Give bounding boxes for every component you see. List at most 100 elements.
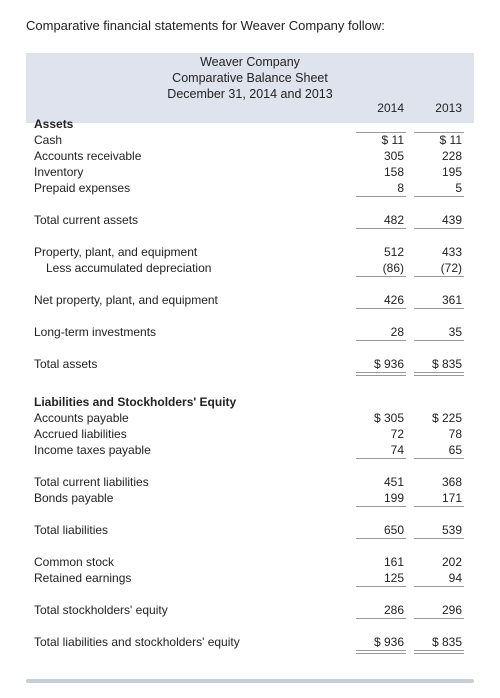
row-total-assets: Total assets $ 936 $ 835 xyxy=(26,356,474,372)
row-liabilities-heading: Liabilities and Stockholders' Equity xyxy=(26,394,474,410)
row-assets-heading: Assets xyxy=(26,116,474,132)
balance-sheet: Weaver Company Comparative Balance Sheet… xyxy=(26,53,474,673)
row-label: Total current assets xyxy=(34,213,139,227)
rule-line xyxy=(356,196,406,197)
row-label: Accounts payable xyxy=(34,411,129,425)
value-2014: 286 xyxy=(383,603,404,617)
company-name: Weaver Company xyxy=(200,55,300,69)
row-label: Liabilities and Stockholders' Equity xyxy=(34,395,237,409)
rule-line xyxy=(356,276,406,277)
value-2014: 125 xyxy=(383,571,404,585)
rule-line xyxy=(356,650,406,651)
row-net-ppe: Net property, plant, and equipment 426 361 xyxy=(26,292,474,308)
rule-line xyxy=(414,228,464,229)
rule-line xyxy=(356,653,406,654)
rule-line xyxy=(414,458,464,459)
statement-title: Comparative Balance Sheet xyxy=(172,71,328,85)
row-label: Income taxes payable xyxy=(34,443,151,457)
value-2013: 433 xyxy=(441,245,462,259)
value-2013: 361 xyxy=(441,293,462,307)
row-total-liabilities: Total liabilities 650 539 xyxy=(26,522,474,538)
row-label: Accrued liabilities xyxy=(34,427,127,441)
rule-line xyxy=(414,196,464,197)
row-income-taxes-payable: Income taxes payable 74 65 xyxy=(26,442,474,458)
rule-line xyxy=(414,340,464,341)
row-inventory: Inventory 158 195 xyxy=(26,164,474,180)
row-label: Bonds payable xyxy=(34,491,114,505)
rule-line xyxy=(414,586,464,587)
row-label: Property, plant, and equipment xyxy=(34,245,198,259)
row-label: Long-term investments xyxy=(34,325,157,339)
row-common-stock: Common stock 161 202 xyxy=(26,554,474,570)
row-label: Less accumulated depreciation xyxy=(46,261,212,275)
value-2013: 202 xyxy=(441,555,462,569)
row-label: Total liabilities and stockholders' equi… xyxy=(34,635,240,649)
value-2014: 8 xyxy=(397,181,404,195)
value-2013: 65 xyxy=(448,443,462,457)
row-label: Common stock xyxy=(34,555,115,569)
value-2014: 305 xyxy=(383,149,404,163)
value-2014: 482 xyxy=(383,213,404,227)
value-2014: 650 xyxy=(383,523,404,537)
value-2014: $ 305 xyxy=(373,411,404,425)
row-label: Cash xyxy=(34,133,63,147)
value-2014: (86) xyxy=(382,261,404,275)
col-header-2014: 2014 xyxy=(377,101,404,115)
rule-line xyxy=(356,372,406,373)
rule-line xyxy=(356,375,406,376)
row-total-liabilities-and-equity: Total liabilities and stockholders' equi… xyxy=(26,634,474,650)
value-2013: 195 xyxy=(441,165,462,179)
row-label: Total stockholders' equity xyxy=(34,603,168,617)
row-label: Total assets xyxy=(34,357,98,371)
statement-date: December 31, 2014 and 2013 xyxy=(167,87,333,101)
rule-line xyxy=(356,618,406,619)
row-total-current-liabilities: Total current liabilities 451 368 xyxy=(26,474,474,490)
row-total-stockholders-equity: Total stockholders' equity 286 296 xyxy=(26,602,474,618)
rule-line xyxy=(356,538,406,539)
rule-line xyxy=(414,375,464,376)
rule-line xyxy=(356,340,406,341)
rule-line xyxy=(356,308,406,309)
value-2013: $ 225 xyxy=(431,411,462,425)
rule-line xyxy=(414,650,464,651)
row-accumulated-depreciation: Less accumulated depreciation (86) (72) xyxy=(26,260,474,276)
value-2013: $ 835 xyxy=(431,357,462,371)
header-band xyxy=(26,53,474,123)
rule-line xyxy=(356,506,406,507)
row-long-term-investments: Long-term investments 28 35 xyxy=(26,324,474,340)
value-2013: 439 xyxy=(441,213,462,227)
value-2013: 5 xyxy=(455,181,462,195)
value-2014: $ 936 xyxy=(373,357,404,371)
value-2014: 74 xyxy=(390,443,404,457)
value-2014: 28 xyxy=(390,325,404,339)
value-2013: $ 11 xyxy=(439,133,462,147)
row-cash: Cash $ 11 $ 11 xyxy=(26,132,474,148)
rule-line xyxy=(414,618,464,619)
col-header-2013: 2013 xyxy=(435,101,462,115)
row-label: Assets xyxy=(34,117,74,131)
rule-line xyxy=(414,506,464,507)
row-retained-earnings: Retained earnings 125 94 xyxy=(26,570,474,586)
rule-line xyxy=(414,308,464,309)
row-label: Retained earnings xyxy=(34,571,132,585)
row-label: Accounts receivable xyxy=(34,149,142,163)
scroll-indicator xyxy=(26,679,474,683)
value-2013: 539 xyxy=(441,523,462,537)
rule-line xyxy=(414,372,464,373)
row-label: Total liabilities xyxy=(34,523,109,537)
intro-text: Comparative financial statements for Wea… xyxy=(26,18,385,33)
value-2014: 161 xyxy=(383,555,404,569)
value-2014: $ 11 xyxy=(381,133,404,147)
value-2014: 72 xyxy=(390,427,404,441)
rule-line xyxy=(414,276,464,277)
value-2014: 426 xyxy=(383,293,404,307)
row-label: Inventory xyxy=(34,165,84,179)
row-accrued-liabilities: Accrued liabilities 72 78 xyxy=(26,426,474,442)
value-2013: 296 xyxy=(441,603,462,617)
row-accounts-receivable: Accounts receivable 305 228 xyxy=(26,148,474,164)
value-2013: (72) xyxy=(440,261,462,275)
value-2014: 158 xyxy=(383,165,404,179)
value-2013: 78 xyxy=(448,427,462,441)
value-2013: 171 xyxy=(441,491,462,505)
value-2013: 35 xyxy=(448,325,462,339)
